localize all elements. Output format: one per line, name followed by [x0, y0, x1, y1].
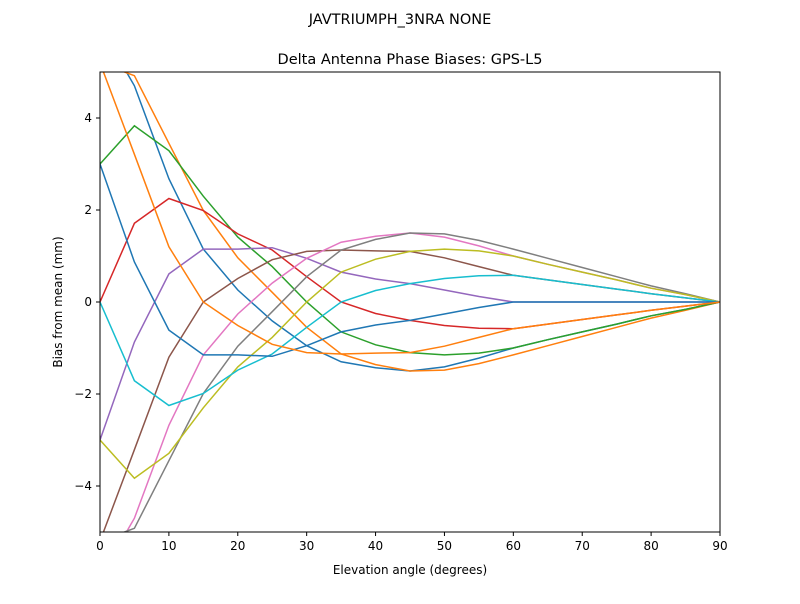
- x-axis-ticks: 0 10 20 30 40 50 60 70 80 90: [96, 532, 728, 553]
- x-tick-label: 80: [643, 539, 658, 553]
- x-tick-label: 30: [299, 539, 314, 553]
- y-tick-label: −2: [74, 387, 92, 401]
- figure-suptitle: JAVTRIUMPH_3NRA NONE: [308, 12, 492, 28]
- x-tick-label: 50: [437, 539, 452, 553]
- x-tick-label: 20: [230, 539, 245, 553]
- y-axis-label: Bias from mean (mm): [51, 236, 65, 367]
- axes-title: Delta Antenna Phase Biases: GPS-L5: [278, 52, 543, 68]
- x-axis-label: Elevation angle (degrees): [333, 563, 487, 577]
- x-tick-label: 70: [575, 539, 590, 553]
- series-line-4: [100, 246, 720, 441]
- y-axis-ticks: −4 −2 0 2 4: [74, 111, 100, 493]
- y-tick-label: 4: [84, 111, 92, 125]
- x-tick-label: 90: [712, 539, 727, 553]
- x-tick-label: 60: [506, 539, 521, 553]
- series-lines: [100, 72, 720, 532]
- series-line-5: [102, 249, 720, 532]
- x-tick-label: 40: [368, 539, 383, 553]
- y-tick-label: −4: [74, 479, 92, 493]
- y-tick-label: 0: [84, 295, 92, 309]
- series-line-8: [100, 248, 720, 480]
- series-line-10: [100, 163, 720, 358]
- series-line-7: [122, 232, 720, 532]
- series-line-11: [102, 72, 720, 355]
- y-tick-label: 2: [84, 203, 92, 217]
- series-line-9: [100, 274, 720, 407]
- x-tick-label: 10: [161, 539, 176, 553]
- series-line-1: [122, 72, 720, 372]
- series-line-3: [100, 197, 720, 330]
- x-tick-label: 0: [96, 539, 104, 553]
